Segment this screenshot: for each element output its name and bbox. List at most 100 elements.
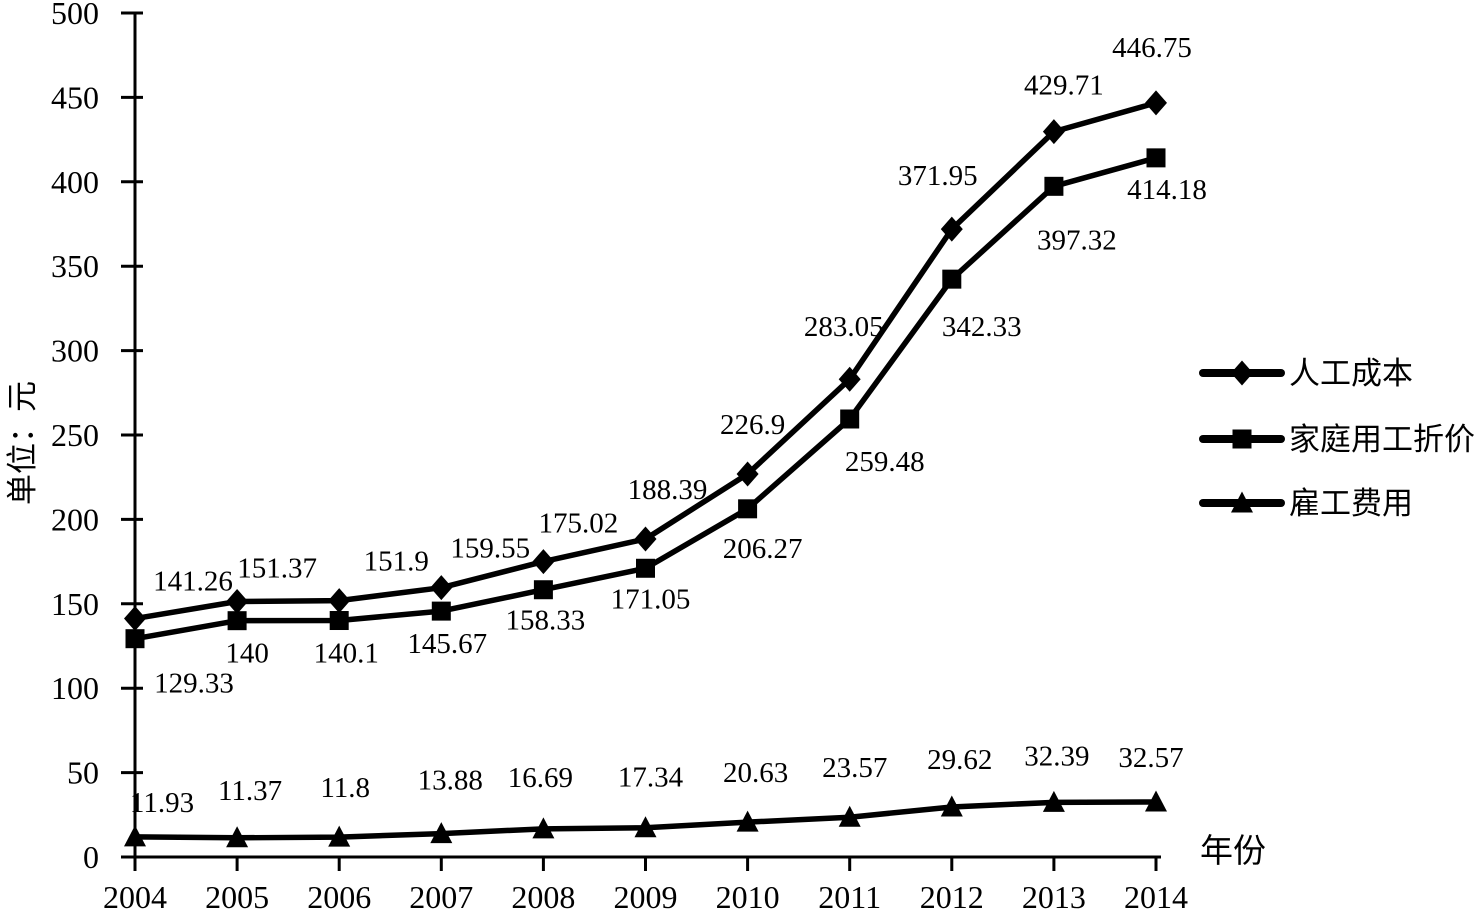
data-point-label: 429.71	[1024, 70, 1104, 102]
data-point-label: 342.33	[942, 311, 1022, 343]
diamond-marker	[1145, 90, 1167, 116]
triangle-marker	[838, 805, 861, 827]
square-marker	[942, 269, 962, 289]
y-axis-tick-label: 50	[67, 755, 99, 791]
y-axis-tick-label: 100	[51, 670, 99, 706]
x-axis-tick-label: 2006	[307, 879, 371, 911]
square-marker	[1044, 176, 1064, 196]
x-axis-tick-label: 2007	[409, 879, 473, 911]
diamond-marker	[124, 606, 146, 632]
x-axis-tick-label: 2014	[1124, 879, 1188, 911]
y-axis-tick-label: 300	[51, 333, 99, 369]
data-point-label: 129.33	[154, 668, 234, 700]
y-axis-tick-label: 400	[51, 164, 99, 200]
x-axis-tick-label: 2004	[103, 879, 167, 911]
series-labor-cost: 141.26 151.37 151.9 159.55 175.02 188.39 226.9…	[124, 32, 1192, 632]
data-point-label: 175.02	[539, 508, 619, 540]
data-point-label: 158.33	[506, 605, 586, 637]
triangle-marker	[328, 825, 351, 847]
legend-item-family-labor-discount: 家庭用工折价	[1199, 422, 1475, 457]
data-point-label: 140	[225, 638, 269, 670]
x-axis-tick-label: 2011	[818, 879, 881, 911]
data-point-label: 32.57	[1118, 742, 1183, 774]
data-point-label: 188.39	[628, 474, 708, 506]
triangle-legend-marker-icon	[1231, 491, 1253, 513]
legend-label-labor-cost: 人工成本	[1289, 356, 1413, 391]
data-point-label: 226.9	[720, 409, 785, 441]
data-point-label: 23.57	[822, 752, 887, 784]
data-point-label: 283.05	[804, 311, 884, 343]
data-point-label: 32.39	[1024, 740, 1089, 772]
data-point-label: 371.95	[898, 160, 978, 192]
data-point-label: 17.34	[618, 762, 684, 794]
y-axis-tick-label: 250	[51, 417, 99, 453]
data-point-label: 206.27	[723, 533, 803, 565]
data-point-label: 397.32	[1037, 224, 1117, 256]
data-point-label: 171.05	[611, 583, 691, 615]
diamond-marker	[838, 366, 861, 392]
diamond-marker	[430, 575, 453, 601]
data-point-label: 151.9	[364, 546, 429, 578]
data-point-label: 11.93	[130, 787, 194, 819]
square-marker	[1146, 148, 1166, 168]
x-axis-tick-label: 2009	[614, 879, 678, 911]
data-point-label: 11.37	[218, 775, 282, 807]
data-point-label: 159.55	[450, 533, 530, 565]
legend-label-family-labor-discount: 家庭用工折价	[1289, 422, 1475, 457]
triangle-marker	[226, 826, 249, 848]
x-axis-tick-label: 2013	[1022, 879, 1086, 911]
data-point-label: 151.37	[237, 552, 317, 584]
legend-item-hired-labor-cost: 雇工费用	[1199, 486, 1413, 521]
y-axis-tick-label: 350	[51, 248, 99, 284]
y-axis-tick-label: 450	[51, 79, 99, 115]
square-marker	[227, 611, 247, 631]
y-axis-tick-label: 500	[51, 0, 99, 31]
square-marker	[533, 580, 553, 600]
square-marker	[431, 601, 451, 621]
data-point-label: 20.63	[723, 757, 788, 789]
data-point-label: 11.8	[320, 772, 370, 804]
legend-label-hired-labor-cost: 雇工费用	[1289, 486, 1413, 521]
diamond-legend-marker-icon	[1231, 360, 1253, 386]
diamond-marker	[1042, 119, 1065, 145]
series-hired-labor-cost: 11.93 11.37 11.8 13.88 16.69 17.34 20.63 23.57 2…	[124, 740, 1184, 848]
diamond-marker	[940, 216, 963, 242]
square-marker	[738, 499, 758, 519]
y-axis-tick-label: 200	[51, 501, 99, 537]
triangle-marker	[124, 825, 146, 847]
data-point-label: 414.18	[1127, 174, 1207, 206]
triangle-marker	[940, 795, 963, 817]
triangle-marker	[1042, 790, 1065, 812]
x-axis-tick-label: 2005	[205, 879, 269, 911]
y-axis-title: 单位：元	[5, 381, 40, 505]
data-point-label: 446.75	[1112, 32, 1192, 64]
diamond-marker	[634, 526, 657, 552]
diamond-marker	[532, 549, 555, 575]
data-point-label: 16.69	[508, 762, 573, 794]
y-axis-title-group: 单位：元	[5, 381, 40, 505]
triangle-marker	[1145, 790, 1167, 812]
data-point-label: 141.26	[153, 566, 233, 598]
diamond-marker	[328, 588, 351, 614]
triangle-marker	[430, 822, 453, 844]
triangle-marker	[736, 810, 759, 832]
data-point-label: 259.48	[845, 446, 925, 478]
legend-item-labor-cost: 人工成本	[1199, 356, 1413, 391]
data-point-label: 145.67	[407, 628, 487, 660]
diamond-marker	[226, 588, 249, 614]
triangle-marker	[532, 817, 555, 839]
y-axis-tick-label: 150	[51, 586, 99, 622]
y-axis-tick-label: 0	[83, 839, 99, 875]
square-legend-marker-icon	[1232, 429, 1252, 449]
square-marker	[125, 629, 145, 649]
data-point-label: 29.62	[927, 744, 992, 776]
x-axis-tick-label: 2008	[511, 879, 575, 911]
data-point-label: 140.1	[314, 638, 379, 670]
x-axis-tick-label: 2010	[716, 879, 780, 911]
square-marker	[840, 409, 860, 429]
square-marker	[636, 558, 655, 578]
